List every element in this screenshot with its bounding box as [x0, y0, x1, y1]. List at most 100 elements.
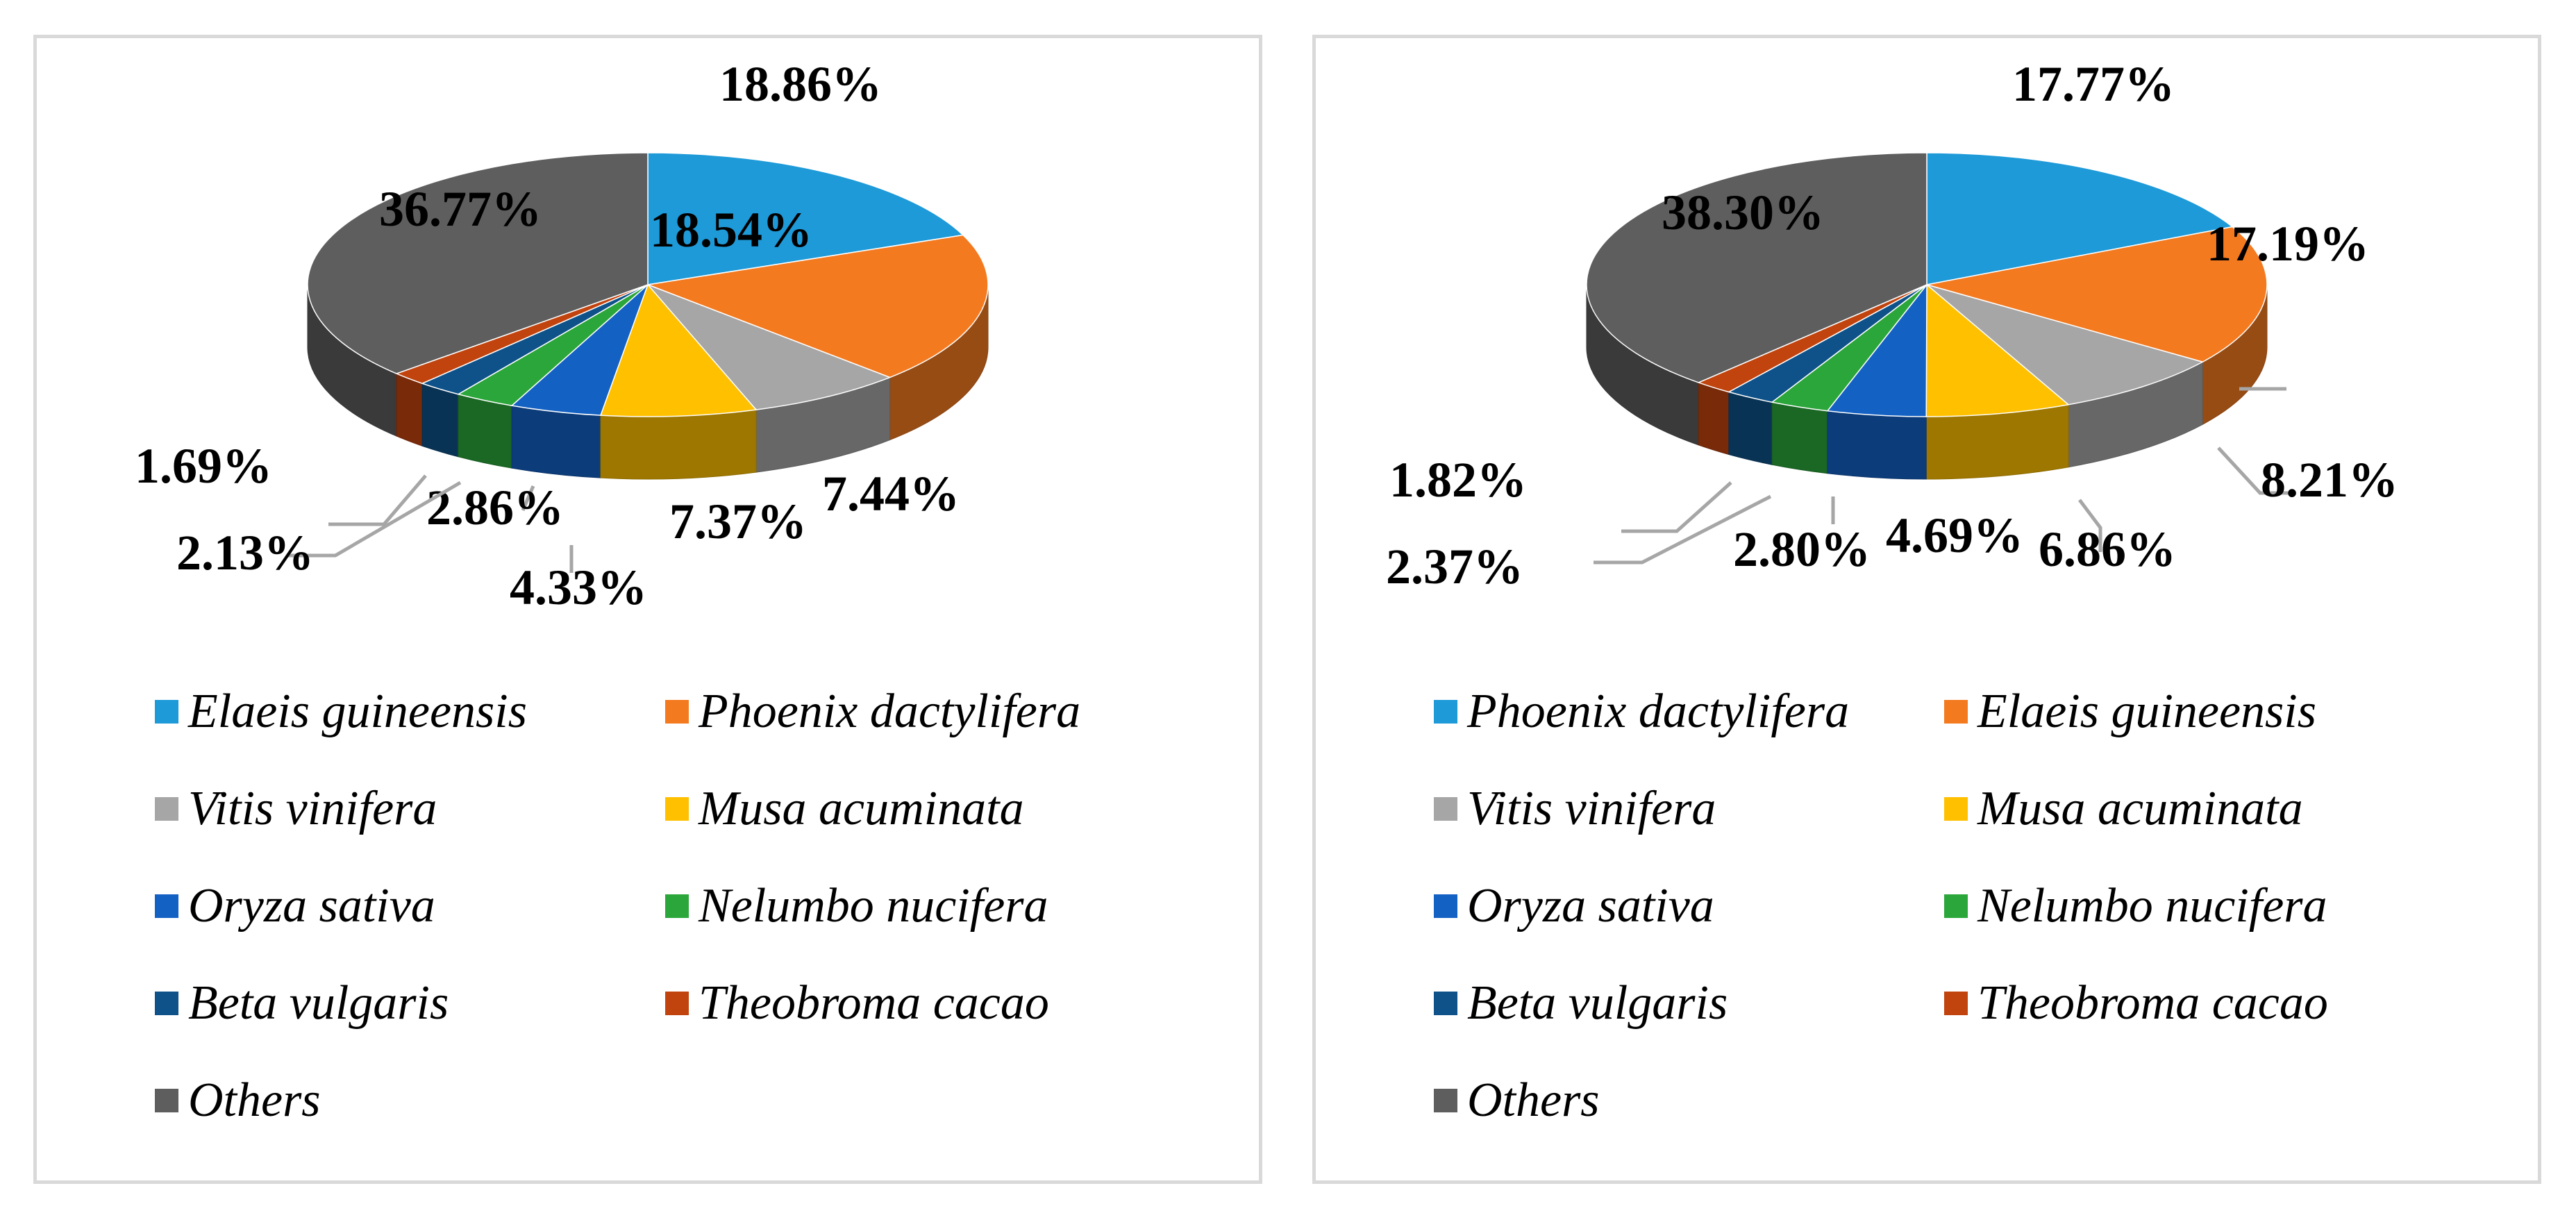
legend-label-9: Others [188, 1073, 321, 1127]
legend-swatch-6 [1944, 894, 1968, 918]
data-label-9: 36.77% [379, 181, 542, 237]
data-label-7: 2.13% [176, 525, 314, 580]
leader-line-3 [2217, 446, 2288, 495]
legend-item-9: Others [1434, 1076, 1600, 1125]
legend-item-8: Theobroma cacao [665, 979, 1049, 1028]
legend-label-1: Elaeis guineensis [188, 685, 527, 738]
data-label-2: 17.19% [2207, 216, 2369, 271]
legend-label-5: Oryza sativa [188, 879, 435, 933]
pie-slice-3 [1926, 284, 2205, 406]
legend-label-3: Vitis vinifera [1467, 782, 1716, 835]
legend-swatch-2 [1944, 700, 1968, 724]
data-label-5: 4.33% [510, 560, 647, 615]
data-label-1: 18.86% [719, 56, 882, 112]
legend-swatch-7 [155, 992, 178, 1015]
legend-swatch-4 [665, 797, 689, 821]
pie-slice-side-8 [396, 373, 423, 446]
legend-item-9: Others [155, 1076, 321, 1125]
legend-swatch-5 [155, 894, 178, 918]
leader-line-8 [1621, 481, 1732, 533]
legend-item-2: Elaeis guineensis [1944, 687, 2316, 736]
pie-slice-4 [599, 283, 758, 417]
pie-slice-side-6 [458, 394, 512, 469]
legend-swatch-4 [1944, 797, 1968, 821]
leader-line-8 [328, 474, 427, 526]
pie-slice-side-8 [1698, 382, 1730, 456]
pie-slice-9 [307, 152, 649, 374]
legend-swatch-3 [1434, 797, 1457, 821]
legend-label-5: Oryza sativa [1467, 879, 1714, 933]
pie-slice-1 [647, 152, 964, 285]
data-label-8: 1.82% [1389, 452, 1527, 508]
pie-slice-side-5 [1827, 410, 1927, 480]
legend-swatch-7 [1434, 992, 1457, 1015]
data-label-9: 38.30% [1662, 185, 1824, 240]
data-label-2: 18.54% [650, 202, 812, 258]
pie-chart-left: 18.86% 18.54% 7.44% 7.37% 4.33% 2.86% 2.13% 1.6… [135, 56, 989, 615]
pie-slice-2 [1926, 226, 2268, 363]
pie-slice-side-4 [600, 409, 757, 480]
legend-label-8: Theobroma cacao [699, 976, 1049, 1030]
legend-swatch-9 [1434, 1089, 1457, 1112]
legend-item-1: Phoenix dactylifera [1434, 687, 1849, 736]
data-label-3: 7.44% [822, 466, 960, 521]
legend-swatch-6 [665, 894, 689, 918]
legend-item-3: Vitis vinifera [155, 785, 437, 833]
legend-swatch-3 [155, 797, 178, 821]
legend-item-2: Phoenix dactylifera [665, 687, 1080, 736]
chart-panel-right: 17.77% 17.19% 8.21% 6.86% 4.69% 2.80% 2.37% 1.8… [1312, 35, 2541, 1184]
legend-swatch-9 [155, 1089, 178, 1112]
pie-slice-side-5 [511, 405, 601, 478]
pie-slice-1 [1926, 152, 2234, 285]
legend-item-6: Nelumbo nucifera [665, 882, 1048, 930]
pie-slice-side-7 [1728, 391, 1773, 465]
data-label-4: 7.37% [669, 494, 807, 549]
data-label-7: 2.37% [1386, 539, 1523, 594]
legend-label-4: Musa acuminata [699, 782, 1024, 835]
leader-line-6 [521, 485, 535, 511]
legend-label-7: Beta vulgaris [1467, 976, 1728, 1030]
legend-item-8: Theobroma cacao [1944, 979, 2328, 1028]
legend-swatch-5 [1434, 894, 1457, 918]
legend-item-6: Nelumbo nucifera [1944, 882, 2327, 930]
legend-label-1: Phoenix dactylifera [1467, 685, 1850, 738]
pie-slice-9 [1586, 152, 1927, 383]
data-label-6: 2.80% [1733, 521, 1871, 577]
legend-label-8: Theobroma cacao [1977, 976, 2328, 1030]
legend-item-4: Musa acuminata [1944, 785, 2303, 833]
pie-chart-right: 17.77% 17.19% 8.21% 6.86% 4.69% 2.80% 2.37% 1.8… [1386, 56, 2398, 594]
legend-swatch-1 [155, 700, 178, 724]
legend-item-1: Elaeis guineensis [155, 687, 527, 736]
legend-label-2: Elaeis guineensis [1977, 685, 2316, 738]
leader-line-4 [2078, 499, 2102, 552]
legend-swatch-8 [665, 992, 689, 1015]
legend-swatch-1 [1434, 700, 1457, 724]
legend-label-9: Others [1467, 1073, 1600, 1127]
legend-item-7: Beta vulgaris [155, 979, 449, 1028]
leader-line-7 [287, 481, 462, 558]
legend-swatch-2 [665, 700, 689, 724]
legend-item-7: Beta vulgaris [1434, 979, 1728, 1028]
legend-label-7: Beta vulgaris [188, 976, 449, 1030]
legend-label-4: Musa acuminata [1977, 782, 2303, 835]
legend-swatch-8 [1944, 992, 1968, 1015]
legend-item-5: Oryza sativa [155, 882, 435, 930]
data-label-8: 1.69% [135, 438, 272, 494]
data-label-6: 2.86% [426, 480, 564, 535]
data-label-4: 6.86% [2039, 521, 2176, 577]
legend-label-2: Phoenix dactylifera [699, 685, 1081, 738]
chart-panel-left: 18.86% 18.54% 7.44% 7.37% 4.33% 2.86% 2.13% 1.6… [33, 35, 1262, 1184]
pie-slice-3 [647, 284, 892, 410]
legend-label-6: Nelumbo nucifera [1977, 879, 2327, 933]
pie-slice-4 [1925, 283, 2070, 417]
legend-label-6: Nelumbo nucifera [699, 879, 1048, 933]
leader-line-7 [1594, 494, 1772, 565]
data-label-1: 17.77% [2012, 56, 2175, 112]
legend-item-3: Vitis vinifera [1434, 785, 1716, 833]
legend-item-5: Oryza sativa [1434, 882, 1714, 930]
pie-slice-side-7 [421, 383, 459, 458]
pie-slice-side-6 [1771, 401, 1828, 474]
pie-slice-2 [646, 234, 989, 378]
legend-item-4: Musa acuminata [665, 785, 1024, 833]
data-label-5: 4.69% [1886, 508, 2023, 563]
